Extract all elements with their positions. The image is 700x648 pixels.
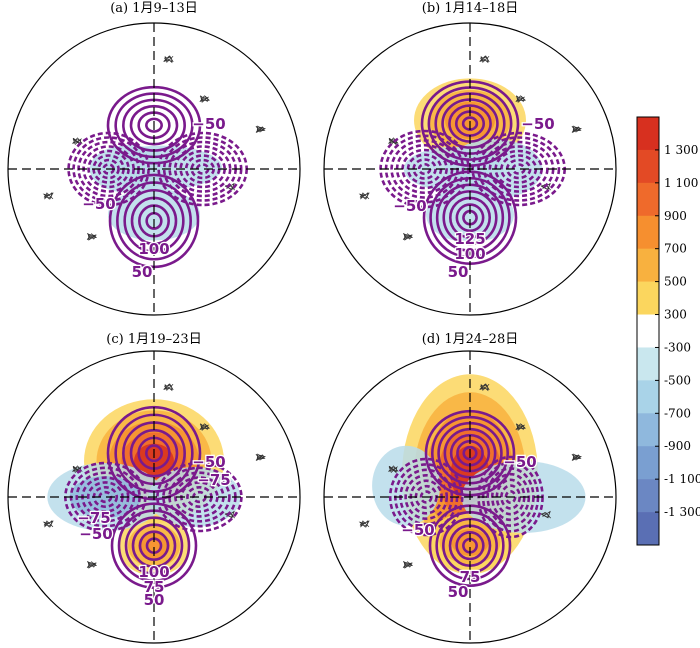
colorbar-segment: [637, 380, 659, 414]
colorbar-label: 900: [664, 209, 687, 223]
panel-title: (c) 1月19–23日: [106, 332, 201, 347]
panel-title: (a) 1月9–13日: [110, 1, 198, 16]
contour-label: −50: [521, 115, 554, 133]
contour-label: 50: [448, 583, 469, 601]
contour-label: −50: [503, 453, 536, 471]
contour-label: 125: [454, 230, 485, 248]
contour-label: 50: [132, 263, 153, 281]
colorbar-label: 300: [664, 308, 687, 322]
colorbar-label: 1 100: [664, 176, 698, 190]
contour-label: 75: [460, 568, 481, 586]
colorbar: 1 300 1 100 900 700 500 300 -300 -500 -700 -900 -1…: [636, 116, 700, 546]
colorbar-segment: [637, 182, 659, 217]
colorbar-label: -500: [664, 373, 691, 387]
coastlines: [42, 383, 266, 569]
colorbar-segment: [637, 347, 659, 381]
map-frame: [323, 22, 617, 316]
colorbar-segment: [637, 479, 659, 513]
contour-label: −50: [82, 195, 115, 213]
colorbar-label: -1 300: [664, 505, 700, 519]
colorbar-label: 700: [664, 242, 687, 256]
map-frame: [323, 350, 617, 644]
colorbar-label: -300: [664, 340, 691, 354]
panel-title: (b) 1月14–18日: [422, 1, 518, 16]
contour-label: −75: [77, 509, 110, 527]
colorbar-segment: [637, 512, 659, 546]
panel-a: (a) 1月9–13日 −50 −50 100 50: [7, 1, 301, 316]
colorbar-segment: [637, 446, 659, 480]
colorbar-label: 500: [664, 275, 687, 289]
colorbar-segment: [637, 117, 659, 151]
contour-label: −50: [79, 525, 112, 543]
coastlines: [358, 55, 582, 241]
contour-label: −50: [393, 197, 426, 215]
contour-label: −50: [401, 521, 434, 539]
colorbar-segment: [637, 281, 659, 315]
contour-label: −50: [192, 115, 225, 133]
shading-region: [118, 515, 190, 576]
colorbar-label: 1 300: [664, 143, 698, 157]
coastlines: [358, 383, 582, 569]
shading-region: [426, 186, 514, 243]
colorbar-segment: [637, 149, 659, 184]
colorbar-segment: [637, 215, 659, 249]
map-frame: [7, 22, 301, 316]
colorbar-label: -700: [664, 406, 691, 420]
colorbar-segment: [637, 248, 659, 282]
panel-title: (d) 1月24–28日: [422, 332, 518, 347]
contour-label: 100: [138, 563, 169, 581]
colorbar-segment: [637, 413, 659, 447]
contour-label: 100: [138, 240, 169, 258]
contour-label: 100: [454, 245, 485, 263]
contour-label: 50: [448, 263, 469, 281]
contour-label: 75: [144, 578, 165, 596]
contour-label: −75: [197, 471, 230, 489]
map-frame: [7, 350, 301, 644]
colorbar-segment: [637, 314, 659, 348]
contour-label: 50: [144, 591, 165, 609]
colorbar-label: -1 100: [664, 472, 700, 486]
contour-label: −50: [192, 453, 225, 471]
colorbar-label: -900: [664, 439, 691, 453]
